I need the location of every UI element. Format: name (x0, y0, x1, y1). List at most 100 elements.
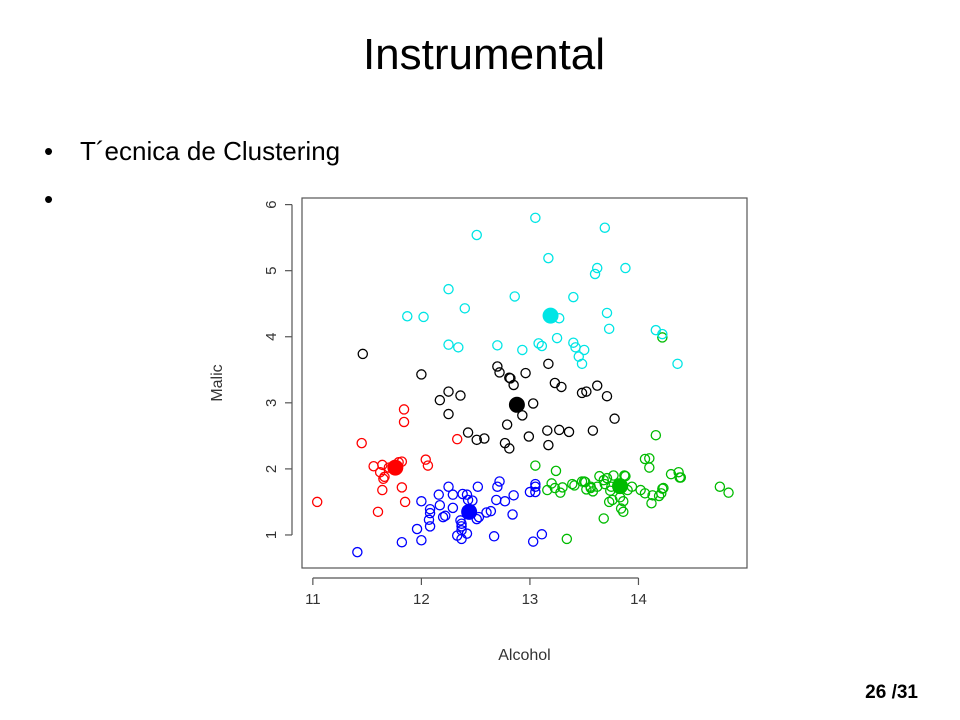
data-point (455, 515, 466, 526)
data-point (599, 478, 611, 490)
data-point (357, 348, 369, 360)
y-tick-label: 4 (263, 333, 280, 341)
data-point (672, 358, 683, 370)
data-point (418, 311, 429, 323)
data-point (576, 387, 588, 399)
data-point (591, 380, 603, 391)
data-point (561, 533, 573, 545)
data-point (481, 507, 492, 518)
data-point (377, 459, 388, 471)
y-tick-label: 3 (263, 399, 280, 407)
data-point (533, 338, 544, 349)
data-point (656, 488, 667, 499)
data-point (434, 499, 446, 511)
data-point (581, 484, 592, 495)
data-point (505, 373, 516, 384)
data-point (644, 462, 655, 473)
data-point (471, 434, 482, 446)
data-point (437, 511, 449, 523)
data-point (492, 481, 503, 492)
data-point (530, 460, 541, 471)
data-point (517, 410, 528, 421)
data-point (603, 323, 615, 335)
data-point (399, 496, 411, 508)
bullet-text: T´ecnica de Clustering (80, 136, 341, 166)
data-point (492, 340, 503, 351)
data-point (563, 426, 575, 438)
data-point (556, 381, 567, 393)
data-point (443, 408, 454, 420)
data-point (416, 369, 427, 380)
data-point (422, 460, 434, 471)
data-point (553, 424, 565, 436)
x-axis-label: Alcohol (498, 647, 550, 664)
data-point (601, 390, 613, 402)
data-point (523, 431, 535, 442)
data-point (499, 496, 511, 507)
data-point (714, 481, 726, 492)
data-points (311, 212, 734, 558)
x-tick-label: 11 (305, 591, 321, 608)
data-point (416, 496, 427, 507)
data-point (657, 328, 668, 340)
data-point (591, 262, 603, 274)
data-point (517, 344, 528, 356)
data-point (567, 478, 578, 490)
data-point (665, 468, 677, 480)
data-point (411, 523, 423, 535)
data-point (492, 361, 503, 372)
data-point (585, 482, 596, 494)
data-point (608, 470, 619, 481)
data-point (543, 252, 554, 264)
data-point (456, 525, 467, 536)
cluster-centroid (387, 459, 404, 476)
data-point (609, 413, 620, 424)
cluster-centroid (508, 396, 525, 413)
data-point (453, 342, 464, 353)
data-point (543, 439, 554, 451)
data-point (461, 489, 473, 500)
plot-border (301, 197, 748, 569)
data-point (311, 496, 323, 508)
data-point (424, 507, 436, 519)
data-point (598, 513, 609, 524)
data-point (416, 534, 427, 546)
data-point (424, 521, 436, 532)
data-point (447, 502, 459, 514)
data-point (443, 339, 454, 350)
data-point (501, 419, 513, 430)
data-point (557, 482, 568, 493)
bullet-dot: • (44, 136, 54, 166)
data-point (459, 303, 471, 314)
bullet-dot: • (44, 184, 54, 214)
data-point (471, 229, 482, 241)
data-point (618, 506, 629, 518)
data-point (657, 332, 668, 343)
data-point (494, 367, 505, 378)
data-point (396, 482, 408, 493)
data-point (488, 531, 500, 542)
data-point (402, 311, 413, 322)
data-point (462, 427, 474, 438)
data-point (491, 494, 502, 506)
data-point (658, 482, 669, 494)
data-point (520, 367, 531, 379)
data-point (433, 489, 445, 500)
data-point (673, 466, 684, 478)
data-point (352, 546, 363, 558)
y-tick-label: 5 (263, 267, 280, 275)
data-point (527, 536, 539, 547)
data-point (646, 497, 657, 509)
data-point (447, 489, 459, 500)
data-point (443, 386, 454, 397)
data-point (423, 514, 435, 526)
data-point (451, 433, 463, 445)
data-point (578, 344, 590, 356)
data-point (508, 379, 519, 391)
data-point (356, 437, 367, 449)
data-point (443, 481, 454, 492)
data-point (530, 486, 541, 498)
data-point (607, 494, 618, 506)
